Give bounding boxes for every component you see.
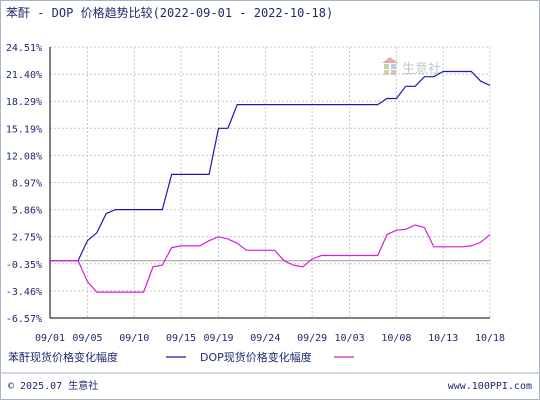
- y-tick-label: -3.46%: [6, 287, 42, 298]
- legend-label-series-1: 苯酐现货价格变化幅度: [8, 350, 118, 364]
- y-tick-label: 8.97%: [12, 179, 42, 190]
- x-tick-label: 09/15: [166, 333, 196, 344]
- x-tick-label: 10/08: [381, 333, 411, 344]
- x-tick-label: 09/19: [203, 333, 233, 344]
- footer-url: www.100PPI.com: [448, 381, 532, 392]
- legend-item-series-2: DOP现货价格变化幅度: [200, 350, 354, 364]
- legend-label-series-2: DOP现货价格变化幅度: [200, 350, 312, 364]
- x-tick-label: 09/10: [119, 333, 149, 344]
- series-line-1: [50, 70, 491, 262]
- series: [50, 70, 491, 293]
- legend-item-series-1: 苯酐现货价格变化幅度: [8, 350, 186, 364]
- x-tick-label: 10/13: [428, 333, 458, 344]
- y-tick-label: 15.19%: [6, 124, 42, 135]
- y-tick-label: -6.57%: [6, 314, 42, 325]
- footer-copyright: © 2025.07 生意社: [8, 379, 98, 392]
- y-tick-label: 5.86%: [12, 206, 42, 217]
- y-tick-label: 21.40%: [6, 70, 42, 81]
- watermark-text: 生意社: [402, 61, 441, 77]
- y-tick-label: 12.08%: [6, 151, 42, 162]
- series-line-2: [50, 224, 491, 293]
- y-tick-label: 18.29%: [6, 97, 42, 108]
- legend: 苯酐现货价格变化幅度 DOP现货价格变化幅度: [8, 350, 354, 364]
- chart-title: 苯酐 - DOP 价格趋势比较(2022-09-01 - 2022-10-18): [6, 5, 333, 20]
- y-tick-label: -0.35%: [6, 260, 42, 271]
- x-tick-label: 09/29: [297, 333, 327, 344]
- x-tick-label: 09/24: [250, 333, 280, 344]
- x-tick-label: 10/18: [475, 333, 505, 344]
- axes: [49, 47, 490, 319]
- y-tick-label: 24.51%: [6, 43, 42, 54]
- x-tick-label: 09/05: [72, 333, 102, 344]
- x-tick-label: 10/03: [335, 333, 365, 344]
- watermark-logo: 生意社: [382, 57, 441, 77]
- grid: [49, 46, 491, 319]
- logo-house-icon: [382, 57, 398, 75]
- y-tick-label: 2.75%: [12, 233, 42, 244]
- x-tick-label: 09/01: [35, 333, 65, 344]
- tick-labels: 24.51% 21.40% 18.29% 15.19% 12.08% 8.97% 5.86%…: [6, 43, 505, 344]
